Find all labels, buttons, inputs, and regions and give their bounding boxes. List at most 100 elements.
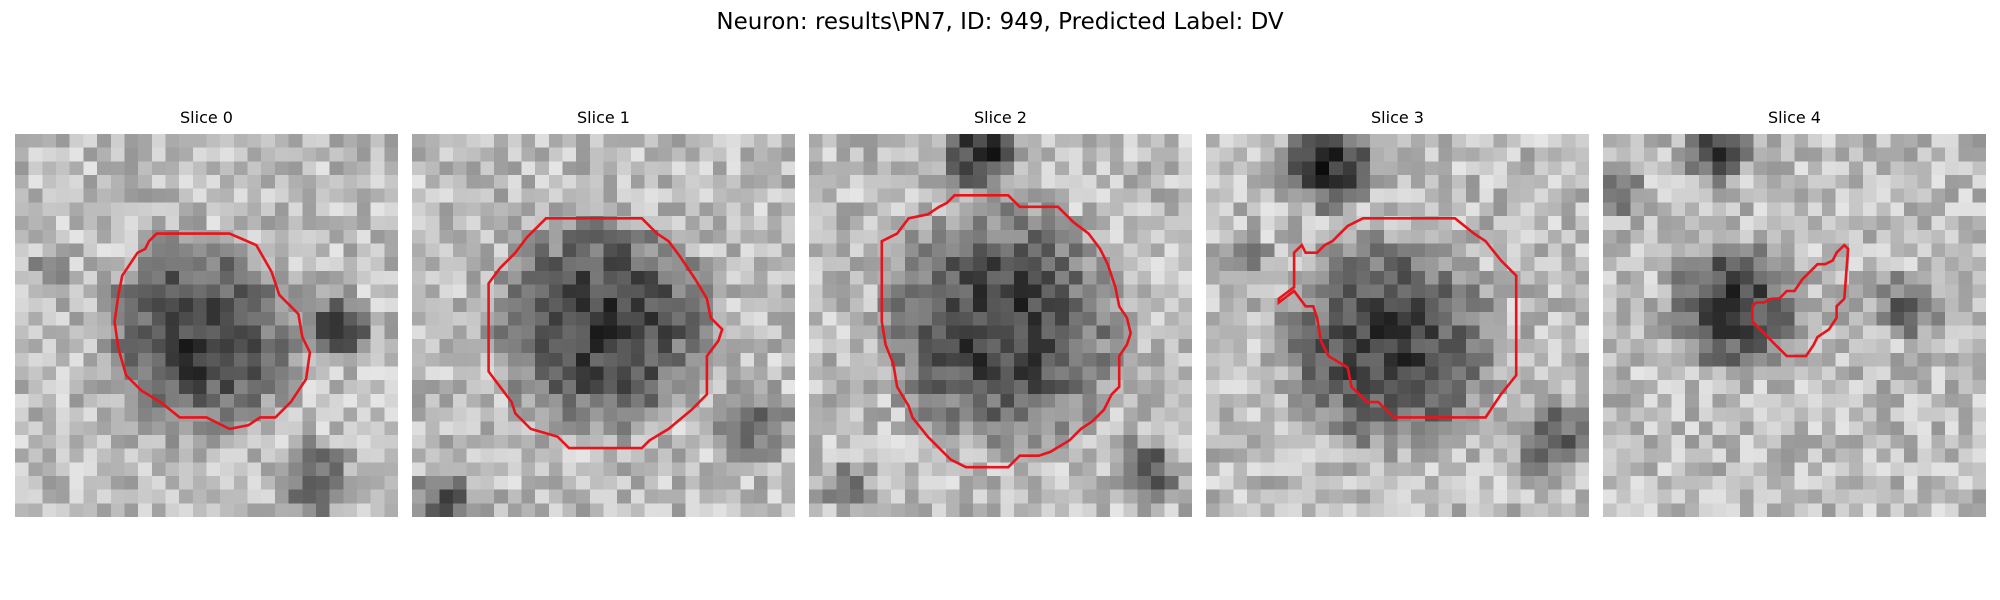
image-pixel <box>1862 134 1878 149</box>
image-pixel <box>576 216 591 231</box>
image-pixel <box>850 407 865 422</box>
image-pixel <box>1000 434 1015 450</box>
image-pixel <box>42 393 57 409</box>
image-pixel <box>1821 243 1837 258</box>
image-pixel <box>1178 448 1192 463</box>
image-pixel <box>904 366 920 381</box>
image-pixel <box>1876 257 1891 272</box>
image-pixel <box>617 393 632 409</box>
image-pixel <box>151 284 167 299</box>
image-pixel <box>247 489 262 504</box>
image-pixel <box>1370 366 1385 381</box>
image-pixel <box>1356 202 1371 217</box>
image-pixel <box>1958 489 1973 504</box>
image-pixel <box>480 134 495 149</box>
image-pixel <box>1383 393 1399 409</box>
image-pixel <box>1356 489 1371 504</box>
image-pixel <box>1274 489 1289 504</box>
image-pixel <box>959 503 974 517</box>
image-pixel <box>1329 366 1344 381</box>
image-pixel <box>712 407 728 422</box>
image-pixel <box>28 489 43 504</box>
image-pixel <box>1274 188 1289 203</box>
image-pixel <box>1835 393 1850 409</box>
image-pixel <box>1944 298 1960 313</box>
image-pixel <box>630 311 646 327</box>
image-pixel <box>918 448 933 463</box>
image-pixel <box>1506 188 1522 203</box>
image-pixel <box>1288 489 1303 504</box>
image-pixel <box>1561 175 1576 190</box>
image-pixel <box>1808 393 1823 409</box>
image-pixel <box>1506 448 1522 463</box>
image-pixel <box>42 380 57 395</box>
image-pixel <box>548 448 564 463</box>
image-pixel <box>69 407 84 422</box>
image-pixel <box>658 298 673 313</box>
image-pixel <box>1014 175 1029 190</box>
image-pixel <box>1890 216 1905 231</box>
image-pixel <box>233 243 249 258</box>
image-pixel <box>1370 475 1385 491</box>
image-pixel <box>918 339 933 354</box>
image-pixel <box>15 188 30 203</box>
image-pixel <box>589 202 605 217</box>
image-pixel <box>1917 188 1932 203</box>
image-pixel <box>1903 393 1919 409</box>
image-pixel <box>945 475 961 491</box>
image-pixel <box>617 407 632 422</box>
image-pixel <box>1137 475 1152 491</box>
image-pixel <box>1000 147 1015 162</box>
image-pixel <box>877 216 892 231</box>
image-pixel <box>1137 421 1152 436</box>
image-pixel <box>904 298 920 313</box>
image-pixel <box>220 434 235 450</box>
image-pixel <box>1712 257 1727 272</box>
image-pixel <box>206 339 221 354</box>
image-pixel <box>1178 339 1192 354</box>
image-pixel <box>740 216 755 231</box>
image-pixel <box>1438 434 1453 450</box>
image-pixel <box>220 188 235 203</box>
image-pixel <box>356 257 372 272</box>
image-pixel <box>767 339 782 354</box>
image-pixel <box>69 366 84 381</box>
image-pixel <box>1726 134 1741 149</box>
image-pixel <box>1561 270 1576 286</box>
image-pixel <box>302 175 317 190</box>
image-pixel <box>1274 270 1289 286</box>
image-pixel <box>1383 352 1399 368</box>
image-pixel <box>1370 134 1385 149</box>
image-pixel <box>1342 393 1358 409</box>
image-pixel <box>1698 339 1714 354</box>
image-pixel <box>302 366 317 381</box>
image-pixel <box>726 503 741 517</box>
image-pixel <box>261 188 276 203</box>
image-pixel <box>83 325 98 340</box>
image-pixel <box>1726 475 1741 491</box>
image-pixel <box>973 257 988 272</box>
image-pixel <box>959 147 974 162</box>
image-pixel <box>945 503 961 517</box>
image-pixel <box>767 134 782 149</box>
image-pixel <box>1424 202 1440 217</box>
image-pixel <box>1288 352 1303 368</box>
image-pixel <box>1301 462 1317 477</box>
image-pixel <box>1794 434 1809 450</box>
image-pixel <box>603 380 618 395</box>
image-pixel <box>1123 503 1138 517</box>
image-pixel <box>1575 325 1589 340</box>
image-pixel <box>151 243 167 258</box>
image-pixel <box>1739 175 1755 190</box>
image-pixel <box>1575 161 1589 176</box>
image-pixel <box>932 175 947 190</box>
image-pixel <box>1082 147 1097 162</box>
image-pixel <box>138 325 153 340</box>
image-pixel <box>932 352 947 368</box>
image-pixel <box>945 407 961 422</box>
image-pixel <box>1260 393 1275 409</box>
image-pixel <box>877 270 892 286</box>
image-pixel <box>1356 147 1371 162</box>
image-pixel <box>507 188 523 203</box>
image-pixel <box>302 270 317 286</box>
